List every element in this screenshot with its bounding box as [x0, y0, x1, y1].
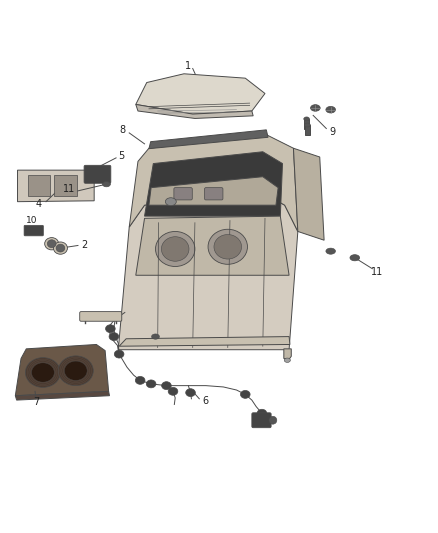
FancyBboxPatch shape	[28, 175, 50, 197]
Polygon shape	[129, 135, 298, 231]
Ellipse shape	[311, 104, 320, 111]
Ellipse shape	[269, 416, 277, 424]
Polygon shape	[118, 188, 298, 350]
Ellipse shape	[214, 235, 242, 259]
Text: 10: 10	[26, 216, 37, 225]
Ellipse shape	[162, 237, 189, 261]
Ellipse shape	[45, 238, 59, 250]
Ellipse shape	[64, 361, 87, 381]
Polygon shape	[305, 125, 310, 135]
Polygon shape	[304, 119, 309, 129]
Polygon shape	[136, 104, 253, 118]
Text: 4: 4	[35, 199, 42, 209]
Ellipse shape	[257, 409, 267, 417]
Text: 1: 1	[185, 61, 191, 71]
Ellipse shape	[25, 358, 60, 387]
Ellipse shape	[240, 391, 250, 398]
Ellipse shape	[162, 382, 171, 390]
Text: 5: 5	[119, 151, 125, 161]
Ellipse shape	[53, 242, 67, 254]
Text: 6: 6	[203, 397, 209, 406]
Ellipse shape	[47, 240, 56, 248]
FancyBboxPatch shape	[84, 165, 111, 183]
Polygon shape	[293, 148, 324, 240]
Polygon shape	[145, 152, 283, 216]
Text: 9: 9	[329, 127, 335, 136]
FancyBboxPatch shape	[252, 413, 271, 427]
Ellipse shape	[326, 248, 336, 254]
Polygon shape	[284, 349, 291, 359]
Polygon shape	[15, 344, 109, 395]
Ellipse shape	[32, 363, 54, 382]
Ellipse shape	[208, 229, 247, 264]
FancyBboxPatch shape	[54, 175, 77, 197]
FancyBboxPatch shape	[24, 225, 43, 236]
Ellipse shape	[114, 350, 124, 358]
Ellipse shape	[350, 255, 360, 261]
Polygon shape	[15, 391, 110, 400]
Ellipse shape	[109, 333, 119, 341]
Ellipse shape	[326, 107, 336, 113]
Ellipse shape	[155, 231, 195, 266]
Ellipse shape	[304, 117, 309, 121]
FancyBboxPatch shape	[174, 188, 192, 200]
Text: 2: 2	[81, 240, 87, 250]
Ellipse shape	[284, 358, 290, 362]
Text: 8: 8	[120, 125, 126, 135]
Ellipse shape	[135, 376, 145, 384]
Polygon shape	[136, 74, 265, 114]
Ellipse shape	[58, 356, 93, 386]
Text: 11: 11	[371, 266, 384, 277]
Polygon shape	[149, 177, 278, 205]
Polygon shape	[149, 130, 268, 149]
Ellipse shape	[106, 325, 115, 333]
Polygon shape	[18, 170, 94, 201]
Ellipse shape	[152, 334, 159, 339]
Ellipse shape	[186, 389, 195, 397]
Ellipse shape	[146, 380, 156, 388]
Text: 7: 7	[33, 397, 39, 407]
Text: 11: 11	[63, 183, 75, 193]
FancyBboxPatch shape	[80, 312, 122, 321]
Ellipse shape	[56, 244, 65, 252]
Ellipse shape	[168, 387, 178, 395]
Polygon shape	[136, 216, 289, 275]
Ellipse shape	[305, 123, 310, 127]
Ellipse shape	[102, 182, 110, 187]
Polygon shape	[119, 336, 290, 346]
FancyBboxPatch shape	[205, 188, 223, 200]
Ellipse shape	[166, 198, 176, 206]
